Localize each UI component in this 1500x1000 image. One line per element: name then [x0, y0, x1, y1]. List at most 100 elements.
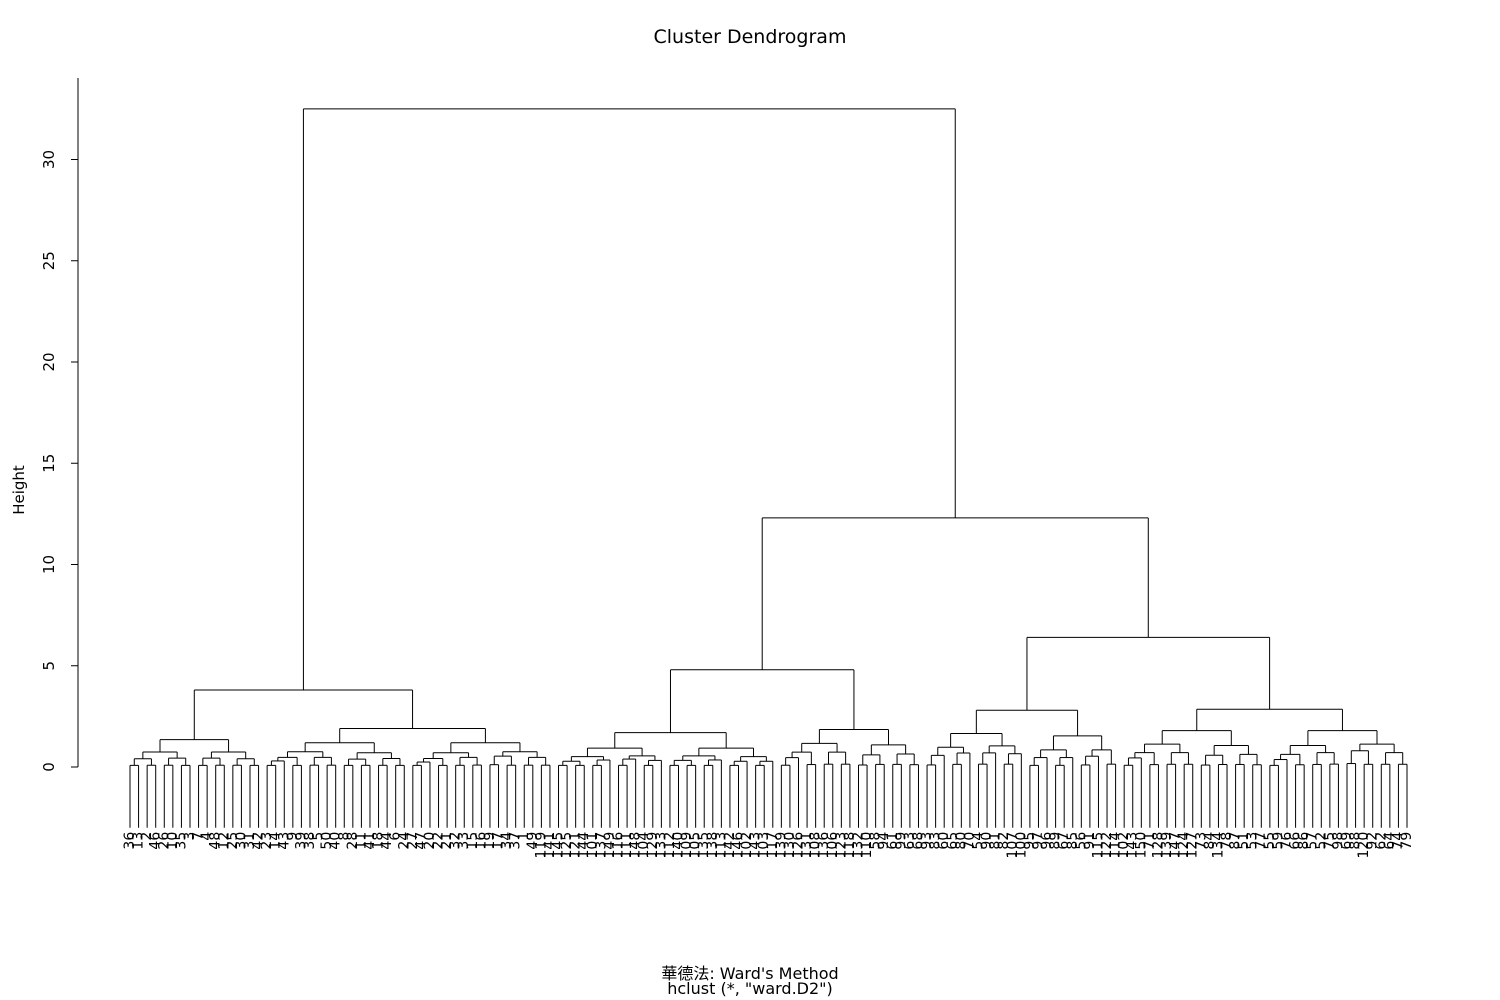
leaf-label: 95 — [1022, 832, 1038, 850]
leaf-label: 49 — [525, 832, 541, 850]
leaf-label: 78 — [1219, 832, 1235, 850]
leaf-label: 113 — [713, 832, 729, 859]
leaf-label: 123 — [833, 832, 849, 859]
leaf-label: 90 — [979, 832, 995, 850]
leaf-label: 15 — [465, 832, 481, 850]
y-tick-label: 20 — [40, 352, 58, 371]
leaf-label: 105 — [688, 832, 704, 859]
leaf-label: 143 — [748, 832, 764, 859]
leaf-label: 94 — [876, 832, 892, 850]
leaf-label: 10 — [165, 832, 181, 850]
leaf-label: 86 — [1296, 832, 1312, 850]
leaf-label: 100 — [1013, 832, 1029, 859]
leaf-label: 132 — [850, 832, 866, 859]
leaf-label: 50 — [319, 832, 335, 850]
leaf-label: 60 — [936, 832, 952, 850]
leaf-label: 33 — [456, 832, 472, 850]
leaf-label: 19 — [482, 832, 498, 850]
chart-title: Cluster Dendrogram — [653, 26, 847, 48]
leaf-label: 59 — [1270, 832, 1286, 850]
leaf-label: 116 — [611, 832, 627, 859]
leaf-label: 14 — [268, 832, 284, 850]
leaf-label: 26 — [156, 832, 172, 850]
leaf-label: 140 — [671, 832, 687, 859]
leaf-label: 104 — [636, 832, 652, 859]
leaf-label: 89 — [1048, 832, 1064, 850]
leaf-label: 92 — [1365, 832, 1381, 850]
leaf-label: 3 — [182, 832, 198, 841]
leaf-label: 37 — [508, 832, 524, 850]
leaf-label: 97 — [1030, 832, 1046, 850]
leaf-label: 99 — [893, 832, 909, 850]
leaf-label: 135 — [696, 832, 712, 859]
leaf-label: 110 — [859, 832, 875, 859]
leaf-label: 62 — [1373, 832, 1389, 850]
leaf-label: 83 — [928, 832, 944, 850]
leaf-label: 91 — [1082, 832, 1098, 850]
leaf-label: 8 — [336, 832, 352, 841]
leaf-label: 129 — [645, 832, 661, 859]
leaf-label: 12 — [216, 832, 232, 850]
leaf-label: 139 — [773, 832, 789, 859]
leaf-label: 149 — [602, 832, 618, 859]
leaf-label: 85 — [1065, 832, 1081, 850]
leaf-label: 41 — [362, 832, 378, 850]
leaf-label: 147 — [1168, 832, 1184, 859]
leaf-label: 144 — [576, 832, 592, 859]
leaf-label: 118 — [842, 832, 858, 859]
leaf-label: 30 — [233, 832, 249, 850]
leaf-label: 101 — [585, 832, 601, 859]
leaf-label: 34 — [499, 832, 515, 850]
leaf-label: 24 — [396, 832, 412, 850]
leaf-label: 106 — [825, 832, 841, 859]
leaf-label: 44 — [379, 832, 395, 850]
x-axis-label-call: hclust (*, "ward.D2") — [667, 979, 833, 998]
leaf-label: 121 — [568, 832, 584, 859]
leaf-label: 28 — [345, 832, 361, 850]
leaf-label: 47 — [413, 832, 429, 850]
leaf-label: 73 — [1193, 832, 1209, 850]
leaf-label: 9 — [285, 832, 301, 841]
leaf-label: 46 — [148, 832, 164, 850]
leaf-label: 93 — [919, 832, 935, 850]
leaf-label: 18 — [371, 832, 387, 850]
leaf-label: 130 — [782, 832, 798, 859]
leaf-label: 35 — [173, 832, 189, 850]
leaf-label: 139 — [1159, 832, 1175, 859]
leaf-label: 145 — [551, 832, 567, 859]
leaf-label: 127 — [1185, 832, 1201, 859]
leaf-label: 54 — [970, 832, 986, 850]
leaf-label: 148 — [628, 832, 644, 859]
leaf-label: 6 — [388, 832, 404, 841]
leaf-label: 22 — [431, 832, 447, 850]
leaf-label: 16 — [473, 832, 489, 850]
leaf-label: 36 — [122, 832, 138, 850]
leaf-label: 58 — [868, 832, 884, 850]
leaf-label: 114 — [1108, 832, 1124, 859]
leaf-label: 17 — [491, 832, 507, 850]
leaf-label: 126 — [790, 832, 806, 859]
leaf-label: 63 — [902, 832, 918, 850]
leaf-label: 68 — [910, 832, 926, 850]
leaf-label: 143 — [1125, 832, 1141, 859]
leaf-label: 128 — [1150, 832, 1166, 859]
leaf-label: 71 — [1142, 832, 1158, 850]
leaf-label: 102 — [1116, 832, 1132, 859]
leaf-label: 53 — [1245, 832, 1261, 850]
leaf-label: 133 — [653, 832, 669, 859]
leaf-label: 32 — [448, 832, 464, 850]
leaf-label: 79 — [1399, 832, 1415, 850]
leaf-label: 112 — [662, 832, 678, 859]
leaf-label: 80 — [953, 832, 969, 850]
leaf-label: 48 — [208, 832, 224, 850]
leaf-label: 51 — [1236, 832, 1252, 850]
leaf-label: 84 — [1202, 832, 1218, 850]
leaf-label: 23 — [259, 832, 275, 850]
leaf-label: 21 — [439, 832, 455, 850]
leaf-label: 77 — [1253, 832, 1269, 850]
leaf-label: 98 — [1330, 832, 1346, 850]
x-axis-label-method: 華德法: Ward's Method — [661, 964, 839, 983]
leaf-label: 131 — [799, 832, 815, 859]
leaf-label: 141 — [542, 832, 558, 859]
